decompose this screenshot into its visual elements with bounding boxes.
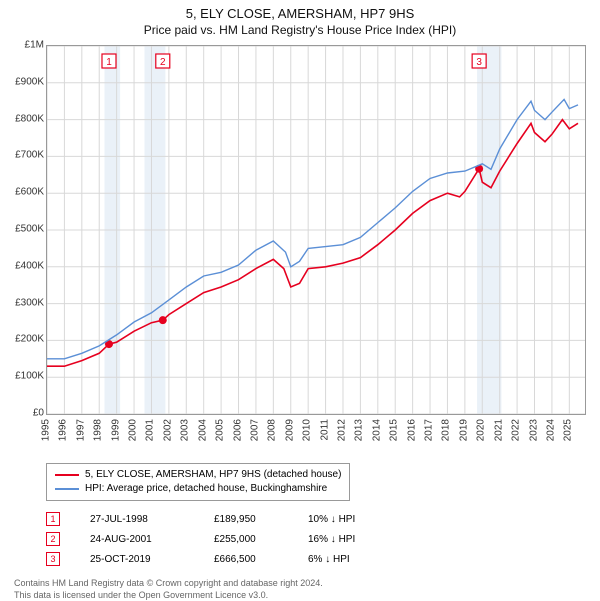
x-tick-label: 2020 — [476, 419, 487, 441]
x-axis: 1995199619971998199920002001200220032004… — [46, 419, 586, 457]
y-tick-label: £400K — [15, 260, 44, 271]
transaction-diff: 6% ↓ HPI — [308, 554, 408, 565]
transaction-price: £666,500 — [214, 554, 304, 565]
x-tick-label: 2010 — [302, 419, 313, 441]
x-tick-label: 2006 — [232, 419, 243, 441]
legend-item: HPI: Average price, detached house, Buck… — [55, 482, 341, 496]
footer-line-1: Contains HM Land Registry data © Crown c… — [14, 577, 586, 589]
y-tick-label: £600K — [15, 187, 44, 198]
x-tick-label: 2021 — [493, 419, 504, 441]
legend: 5, ELY CLOSE, AMERSHAM, HP7 9HS (detache… — [46, 463, 350, 501]
transaction-row: 3 25-OCT-2019 £666,500 6% ↓ HPI — [46, 549, 586, 569]
plot-area: 1 2 3 — [46, 45, 586, 415]
x-tick-label: 2003 — [180, 419, 191, 441]
svg-text:2: 2 — [160, 57, 166, 68]
x-tick-label: 2023 — [528, 419, 539, 441]
transaction-price: £255,000 — [214, 534, 304, 545]
legend-label: 5, ELY CLOSE, AMERSHAM, HP7 9HS (detache… — [85, 468, 341, 482]
legend-swatch — [55, 474, 79, 476]
transaction-marker: 1 — [46, 512, 60, 526]
x-tick-label: 2008 — [267, 419, 278, 441]
transaction-marker: 3 — [46, 552, 60, 566]
transaction-row: 2 24-AUG-2001 £255,000 16% ↓ HPI — [46, 529, 586, 549]
x-tick-label: 2013 — [354, 419, 365, 441]
transaction-marker: 2 — [46, 532, 60, 546]
x-tick-label: 2017 — [424, 419, 435, 441]
x-tick-label: 2014 — [371, 419, 382, 441]
transaction-row: 1 27-JUL-1998 £189,950 10% ↓ HPI — [46, 509, 586, 529]
x-tick-label: 2004 — [197, 419, 208, 441]
x-tick-label: 2009 — [284, 419, 295, 441]
legend-swatch — [55, 488, 79, 490]
x-tick-label: 1998 — [93, 419, 104, 441]
x-tick-label: 2015 — [389, 419, 400, 441]
y-tick-label: £100K — [15, 371, 44, 382]
y-tick-label: £900K — [15, 76, 44, 87]
y-tick-label: £300K — [15, 297, 44, 308]
x-tick-label: 2019 — [458, 419, 469, 441]
x-tick-label: 2011 — [319, 419, 330, 441]
transaction-table: 1 27-JUL-1998 £189,950 10% ↓ HPI 2 24-AUG-200… — [46, 509, 586, 569]
x-tick-label: 2007 — [249, 419, 260, 441]
y-tick-label: £0 — [33, 408, 44, 419]
x-tick-label: 2002 — [162, 419, 173, 441]
y-axis: £0£100K£200K£300K£400K£500K£600K£700K£80… — [0, 45, 46, 415]
x-tick-label: 2001 — [145, 419, 156, 441]
y-tick-label: £700K — [15, 150, 44, 161]
x-tick-label: 2024 — [545, 419, 556, 441]
y-tick-label: £800K — [15, 113, 44, 124]
footer-text: Contains HM Land Registry data © Crown c… — [14, 577, 586, 601]
transaction-price: £189,950 — [214, 514, 304, 525]
transaction-diff: 10% ↓ HPI — [308, 514, 408, 525]
legend-item: 5, ELY CLOSE, AMERSHAM, HP7 9HS (detache… — [55, 468, 341, 482]
x-tick-label: 2025 — [563, 419, 574, 441]
x-tick-label: 2005 — [215, 419, 226, 441]
x-tick-label: 2018 — [441, 419, 452, 441]
chart-title: 5, ELY CLOSE, AMERSHAM, HP7 9HS — [0, 6, 600, 21]
x-tick-label: 1996 — [58, 419, 69, 441]
legend-label: HPI: Average price, detached house, Buck… — [85, 482, 327, 496]
x-tick-label: 2016 — [406, 419, 417, 441]
x-tick-label: 2000 — [128, 419, 139, 441]
footer-line-2: This data is licensed under the Open Gov… — [14, 589, 586, 601]
transaction-date: 27-JUL-1998 — [90, 514, 210, 525]
y-tick-label: £500K — [15, 224, 44, 235]
chart-area: £0£100K£200K£300K£400K£500K£600K£700K£80… — [46, 45, 586, 415]
svg-text:3: 3 — [476, 57, 482, 68]
chart-subtitle: Price paid vs. HM Land Registry's House … — [0, 23, 600, 37]
x-tick-label: 1997 — [75, 419, 86, 441]
y-tick-label: £200K — [15, 334, 44, 345]
x-tick-label: 2012 — [336, 419, 347, 441]
x-tick-label: 1995 — [41, 419, 52, 441]
chart-svg: 1 2 3 — [47, 46, 585, 414]
transaction-diff: 16% ↓ HPI — [308, 534, 408, 545]
svg-text:1: 1 — [106, 57, 112, 68]
y-tick-label: £1M — [25, 40, 44, 51]
x-tick-label: 1999 — [110, 419, 121, 441]
transaction-date: 25-OCT-2019 — [90, 554, 210, 565]
transaction-date: 24-AUG-2001 — [90, 534, 210, 545]
x-tick-label: 2022 — [511, 419, 522, 441]
